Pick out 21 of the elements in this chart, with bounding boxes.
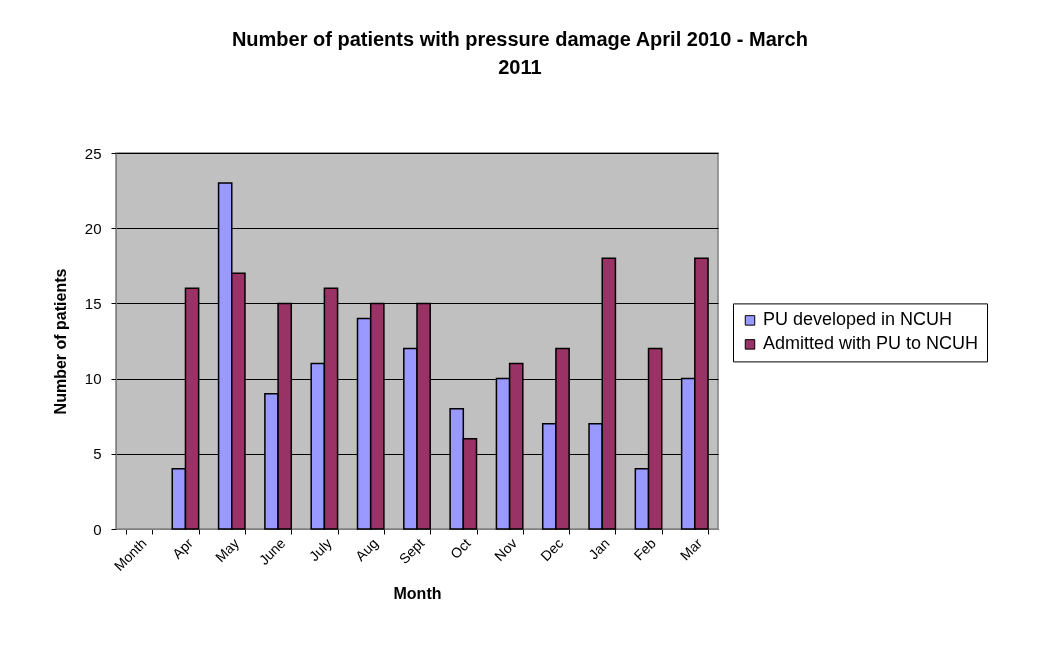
y-axis-title: Number of patients — [51, 268, 69, 415]
chart-title: Number of patients with pressure damage April 2010 - March 2011 — [231, 28, 808, 78]
x-tick-label: Nov — [491, 535, 521, 565]
x-tick-label: Oct — [446, 535, 474, 562]
x-tick-label: Mar — [676, 534, 706, 564]
x-tick-label: Aug — [352, 535, 382, 565]
x-tick-label: Feb — [630, 534, 660, 564]
x-tick-label: Jan — [585, 535, 613, 563]
y-tick-label: 10 — [84, 370, 102, 388]
legend-label: Admitted with PU to NCUH — [763, 333, 979, 354]
x-axis-title: Month — [393, 584, 442, 602]
x-tick-label: July — [305, 535, 335, 565]
x-tick-label: Apr — [169, 534, 197, 562]
y-tick-label: 20 — [84, 219, 102, 237]
x-tick-label: Dec — [537, 535, 567, 565]
y-tick-label: 25 — [84, 144, 102, 162]
x-tick-label: May — [212, 535, 243, 566]
y-tick-label: 5 — [93, 445, 102, 463]
y-tick-label: 0 — [93, 520, 102, 538]
y-tick-label: 15 — [84, 294, 102, 312]
legend-label: PU developed in NCUH — [763, 309, 953, 330]
